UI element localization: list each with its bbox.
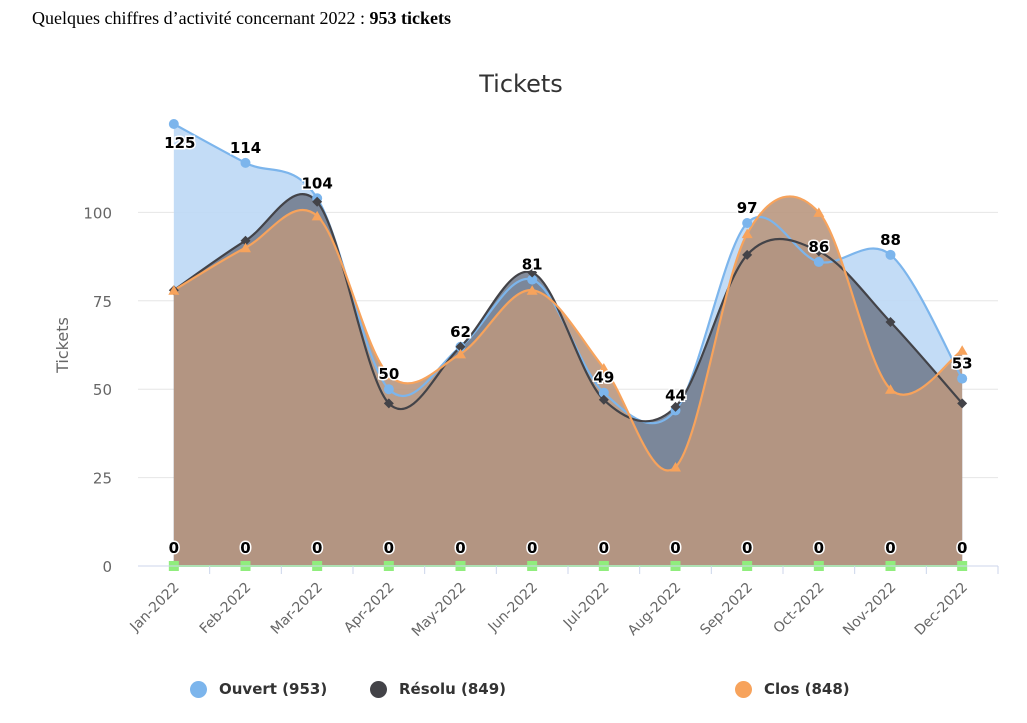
intro-total: 953 tickets [369, 8, 452, 28]
data-point [168, 119, 179, 129]
data-label: 0 [240, 539, 250, 557]
intro-sentence: Quelques chiffres d’activité concernant … [32, 8, 370, 28]
y-tick-label: 75 [93, 293, 112, 311]
data-point [168, 285, 180, 295]
data-point [598, 387, 609, 398]
data-point [957, 398, 968, 409]
x-tick-label: Feb-2022 [197, 580, 255, 638]
data-label: 0 [885, 539, 895, 557]
intro-text: Quelques chiffres d’activité concernant … [32, 8, 451, 29]
series-areas [173, 124, 963, 566]
legend-label-resolu: Résolu (849) [399, 680, 507, 698]
series-area-2 [173, 196, 963, 566]
data-point [455, 341, 466, 352]
data-point [240, 235, 251, 246]
data-label: 53 [952, 355, 973, 373]
data-point [813, 246, 824, 257]
data-labels: 125 114 104 50 62 81 49 44 97 86 88 53 0 0 0 0 0 0 0 0 0 0 0 0 [163, 133, 974, 559]
data-label: 0 [670, 539, 680, 557]
data-point [670, 461, 681, 472]
data-point [885, 249, 896, 260]
x-tick-label: Nov-2022 [840, 580, 899, 639]
data-label: 0 [527, 539, 537, 557]
data-point [813, 256, 824, 267]
data-point [455, 348, 466, 359]
data-label: 86 [808, 238, 829, 256]
data-point [240, 157, 251, 168]
legend-item-ouvert[interactable]: Ouvert (953) [190, 680, 327, 698]
legend-marker-ouvert [190, 680, 207, 698]
data-point [527, 267, 538, 278]
data-label: 0 [742, 539, 752, 557]
data-label: 50 [378, 365, 399, 383]
legend-item-resolu[interactable]: Résolu (849) [370, 680, 506, 698]
data-point [670, 401, 681, 412]
tickets-chart: Tickets Tickets 0 25 50 75 100 Jan-2022 Feb-20… [53, 70, 999, 640]
data-point [598, 394, 609, 405]
data-label: 125 [164, 134, 195, 152]
y-axis-label: Tickets [53, 317, 72, 374]
x-tick-label: Jun-2022 [485, 580, 541, 636]
data-label: 0 [384, 539, 394, 557]
x-tick-label: Jan-2022 [127, 580, 183, 636]
data-label: 88 [880, 231, 901, 249]
y-tick-label: 100 [83, 204, 112, 222]
data-point [885, 317, 896, 328]
data-label: 0 [455, 539, 465, 557]
data-point [957, 373, 968, 384]
data-point [383, 398, 394, 409]
data-label: 114 [230, 139, 261, 157]
data-point [526, 285, 538, 295]
data-label: 81 [522, 256, 543, 274]
data-label: 0 [599, 539, 609, 557]
legend-label-ouvert: Ouvert (953) [219, 680, 328, 698]
legend-label-clos: Clos (848) [764, 680, 850, 698]
data-point [885, 384, 896, 394]
chart-title: Tickets [478, 70, 563, 98]
legend-item-clos[interactable]: Clos (848) [735, 680, 850, 698]
y-tick-label: 25 [93, 470, 112, 488]
y-tick-label: 0 [102, 558, 112, 576]
data-point [311, 210, 323, 221]
data-label: 44 [665, 386, 686, 404]
data-label: 104 [302, 174, 333, 192]
data-point [312, 196, 323, 207]
chart-legend: Ouvert (953) Résolu (849) Clos (848) [0, 680, 1027, 706]
data-label: 0 [957, 539, 967, 557]
x-tick-label: Sep-2022 [697, 580, 756, 639]
data-label: 97 [737, 199, 758, 217]
data-label: 49 [593, 369, 614, 387]
data-label: 62 [450, 323, 471, 341]
x-tick-label: Jul-2022 [560, 580, 613, 633]
data-point [383, 370, 395, 380]
data-point [741, 228, 753, 239]
data-label: 0 [312, 539, 322, 557]
legend-marker-resolu [370, 680, 387, 698]
x-tick-label: Aug-2022 [625, 580, 684, 639]
data-point [240, 242, 251, 253]
data-point [742, 218, 753, 229]
data-point [956, 345, 968, 355]
data-point [813, 207, 825, 217]
y-tick-label: 50 [93, 381, 112, 399]
x-tick-label: Mar-2022 [268, 580, 326, 638]
legend-marker-clos [735, 680, 752, 698]
data-point [383, 384, 394, 395]
data-label: 0 [169, 539, 179, 557]
data-point [598, 362, 610, 373]
data-point [742, 249, 753, 260]
data-point [527, 274, 538, 285]
x-tick-label: Apr-2022 [341, 580, 398, 637]
data-label: 0 [814, 539, 824, 557]
x-tick-label: May-2022 [409, 580, 469, 640]
x-tick-label: Dec-2022 [912, 580, 971, 639]
x-tick-label: Oct-2022 [770, 580, 827, 637]
